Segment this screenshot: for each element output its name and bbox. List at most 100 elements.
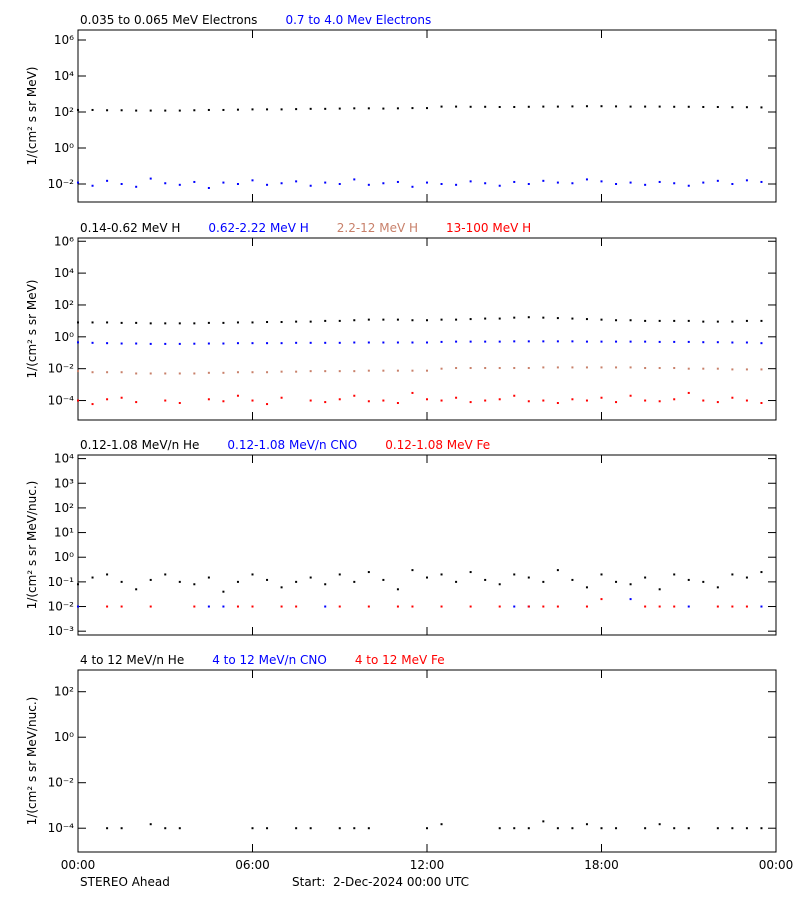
data-point	[120, 396, 123, 399]
data-point	[149, 372, 152, 375]
y-axis-label: 1/(cm² s sr MeV)	[25, 280, 39, 379]
data-point	[222, 108, 225, 111]
data-point	[760, 571, 763, 574]
data-point	[440, 823, 443, 826]
data-point	[396, 318, 399, 321]
data-point	[280, 396, 283, 399]
data-point	[251, 371, 254, 374]
data-point	[77, 605, 79, 608]
data-point	[396, 341, 399, 344]
data-point	[91, 321, 94, 324]
data-point	[440, 399, 443, 402]
data-point	[222, 590, 225, 593]
legend-entry: 0.14-0.62 MeV H	[80, 221, 180, 235]
data-point	[716, 320, 719, 323]
data-point	[440, 573, 443, 576]
data-point	[716, 179, 719, 182]
data-point	[585, 823, 588, 826]
data-point	[382, 182, 385, 185]
data-point	[600, 598, 603, 601]
data-point	[149, 177, 152, 180]
data-point	[396, 588, 399, 591]
data-point	[687, 340, 690, 343]
data-point	[687, 391, 690, 394]
data-point	[236, 321, 239, 324]
data-point	[716, 401, 719, 404]
data-point	[164, 342, 167, 345]
data-point	[251, 605, 254, 608]
y-tick-label: 10⁰	[54, 330, 74, 344]
data-point	[760, 342, 763, 345]
data-point	[469, 367, 472, 370]
data-point	[164, 399, 167, 402]
data-point	[149, 823, 152, 826]
data-point	[280, 586, 283, 589]
data-point	[178, 322, 181, 325]
data-point	[91, 108, 94, 111]
data-point	[338, 605, 341, 608]
data-point	[469, 180, 472, 183]
data-point	[367, 369, 370, 372]
data-point	[455, 105, 458, 108]
data-point	[207, 186, 210, 189]
data-point	[513, 340, 516, 343]
y-tick-label: 10²	[54, 105, 74, 119]
data-point	[236, 605, 239, 608]
data-point	[77, 108, 79, 111]
data-point	[309, 341, 312, 344]
data-point	[556, 827, 559, 830]
data-point	[236, 580, 239, 583]
data-point	[91, 341, 94, 344]
data-point	[266, 108, 269, 111]
data-point	[222, 371, 225, 374]
data-point	[338, 183, 341, 186]
data-point	[382, 341, 385, 344]
y-tick-label: 10²	[54, 501, 74, 515]
data-point	[106, 371, 109, 374]
data-point	[149, 322, 152, 325]
data-point	[673, 105, 676, 108]
data-point	[77, 181, 79, 184]
data-point	[396, 180, 399, 183]
data-point	[745, 605, 748, 608]
data-point	[426, 319, 428, 322]
data-point	[367, 341, 370, 344]
data-point	[644, 183, 647, 186]
data-point	[455, 580, 458, 583]
data-point	[353, 370, 356, 373]
data-point	[440, 318, 443, 321]
data-point	[498, 367, 501, 370]
data-point	[135, 185, 138, 188]
data-point	[120, 605, 123, 608]
data-point	[571, 182, 574, 185]
data-point	[193, 109, 196, 112]
data-point	[280, 342, 283, 345]
data-point	[367, 107, 370, 110]
data-point	[295, 320, 298, 323]
data-point	[687, 827, 690, 830]
data-point	[411, 369, 414, 372]
data-point	[498, 605, 501, 608]
data-point	[236, 371, 239, 374]
data-point	[367, 571, 370, 574]
data-point	[295, 108, 298, 111]
data-point	[600, 396, 603, 399]
data-point	[571, 317, 574, 320]
data-point	[585, 318, 588, 321]
data-point	[542, 340, 545, 343]
data-point	[556, 105, 559, 108]
data-point	[455, 396, 458, 399]
data-point	[91, 403, 94, 406]
data-point	[527, 105, 530, 108]
data-point	[382, 107, 385, 110]
plot-frame	[77, 29, 777, 203]
data-point	[411, 185, 414, 188]
data-point	[207, 398, 210, 401]
data-point	[513, 827, 516, 830]
data-point	[687, 605, 690, 608]
y-tick-label: 10⁰	[54, 550, 74, 564]
data-point	[629, 366, 632, 369]
data-point	[353, 394, 356, 397]
data-point	[484, 105, 487, 108]
